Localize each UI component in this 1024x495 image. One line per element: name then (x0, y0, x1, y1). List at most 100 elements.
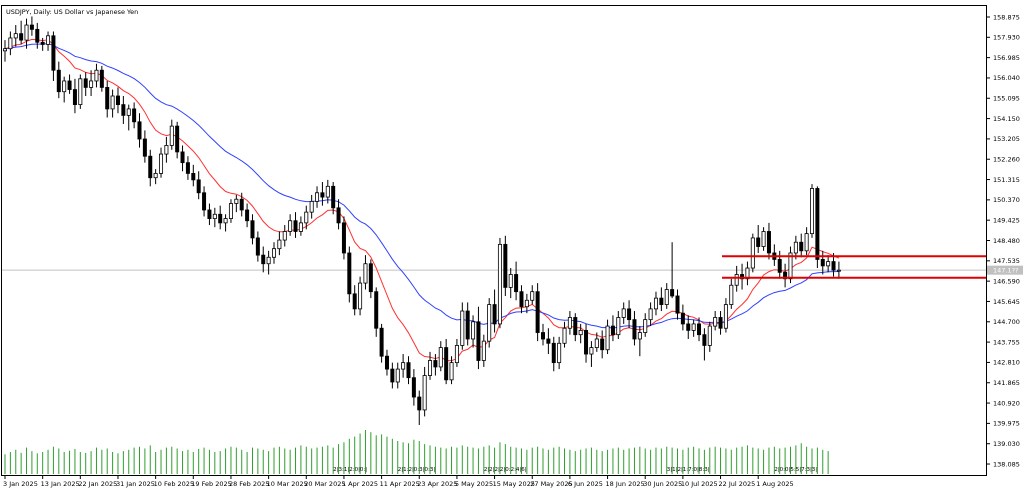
candle (142, 130, 147, 163)
y-tick-label: 138.085 (993, 460, 1020, 468)
candle (35, 22, 40, 49)
x-tick-label: 19 Feb 2025 (191, 480, 231, 488)
candle (29, 16, 34, 36)
candle (401, 354, 406, 378)
candle (239, 192, 244, 217)
candle (250, 214, 255, 245)
candle-body-bull (810, 188, 815, 235)
candle-body-bear (514, 274, 519, 293)
candle (196, 171, 201, 200)
candle (8, 31, 13, 56)
y-tick-label: 152.260 (993, 156, 1020, 164)
candle (223, 214, 228, 232)
candle-body-bear (541, 332, 546, 340)
candle-body-bear (417, 396, 422, 411)
y-tick-label: 143.755 (993, 338, 1020, 346)
candle-body-bear (820, 259, 825, 267)
candle (820, 250, 825, 275)
candle-body-bull (578, 329, 583, 336)
candle (750, 233, 755, 273)
candle-body-bear (444, 347, 449, 381)
candle (304, 205, 309, 230)
candle-body-bull (325, 185, 330, 198)
candle-body-bull (729, 284, 734, 305)
y-tick-label: 145.645 (993, 298, 1020, 306)
candle-body-bull (228, 203, 233, 219)
candle-body-bear (680, 312, 685, 325)
y-tick-label: 140.920 (993, 399, 1020, 407)
candle (444, 338, 449, 385)
candle (632, 311, 637, 346)
candle (643, 313, 648, 337)
x-tick-label: 18 Jun 2025 (606, 480, 645, 488)
candle-body-bear (261, 254, 266, 265)
x-tick-label: 5 May 2025 (455, 480, 493, 488)
candle-body-bear (697, 323, 702, 336)
x-tick-label: 10 Feb 2025 (154, 480, 194, 488)
horizontal-level-layer[interactable] (722, 255, 986, 279)
x-tick-label: 13 Jan 2025 (41, 480, 80, 488)
y-tick-label: 156.040 (993, 74, 1020, 82)
candle-body-bull (707, 325, 712, 346)
candle (255, 231, 260, 262)
candle (115, 87, 120, 114)
candle-body-bull (428, 360, 433, 376)
x-tick-label: 30 Jun 2025 (643, 480, 682, 488)
candle-body-bear (196, 179, 201, 194)
candle-body-bull (471, 321, 476, 340)
candle (271, 242, 276, 264)
candle (584, 323, 589, 363)
candle-body-bull (8, 37, 13, 50)
candle (718, 311, 723, 335)
candle-body-bear (83, 78, 88, 88)
candle-body-bull (761, 231, 766, 247)
candle-body-bear (546, 338, 551, 344)
candle-body-bull (530, 291, 535, 301)
candle-body-bull (358, 282, 363, 310)
candle (664, 283, 669, 309)
candle-body-bull (266, 256, 271, 265)
candle-body-bull (653, 297, 658, 310)
candle (783, 263, 788, 288)
candle (374, 287, 379, 337)
candle (826, 255, 831, 273)
candle (282, 225, 287, 247)
candle-body-bear (191, 173, 196, 181)
candle-body-bear (675, 295, 680, 314)
candle-body-bear (35, 28, 40, 43)
y-tick-label: 147.535 (993, 257, 1020, 265)
candle (341, 216, 346, 260)
candle-body-bull (234, 198, 239, 204)
candle-body-bear (368, 263, 373, 293)
candle-body-bear (627, 308, 632, 321)
candle-body-bear (331, 185, 336, 209)
candle (497, 237, 502, 329)
candle-body-bull (13, 33, 18, 39)
candle-body-bear (686, 323, 691, 331)
candle-body-bull (46, 35, 51, 45)
candle-body-bear (336, 207, 341, 224)
candle (713, 311, 718, 331)
candle-body-bull (24, 24, 29, 41)
candle-body-bull (648, 308, 653, 321)
candle-body-bear (67, 80, 72, 90)
candle-body-bear (255, 237, 260, 256)
candle (573, 313, 578, 342)
y-tick-label: 158.875 (993, 13, 1020, 21)
candle (487, 298, 492, 348)
volume-label: 2|0:0|5:5|7:3|3| (774, 467, 817, 473)
candle (476, 306, 481, 370)
candle (745, 261, 750, 286)
candle-body-bull (788, 252, 793, 280)
candle-body-bull (562, 327, 567, 344)
candle (331, 182, 336, 215)
candle (277, 231, 282, 256)
candle (218, 205, 223, 230)
y-tick-label: 144.700 (993, 318, 1020, 326)
candle-body-bull (487, 304, 492, 342)
candle-body-bull (745, 267, 750, 280)
candle-body-bull (438, 347, 443, 368)
candle-body-bull (589, 347, 594, 355)
